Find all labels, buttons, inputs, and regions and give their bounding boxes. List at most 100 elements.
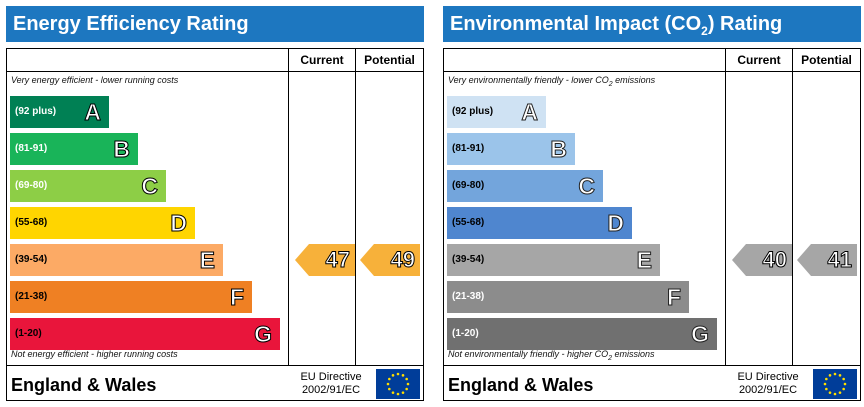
band-range-label: (21-38) (452, 291, 485, 302)
band-letter: B (113, 136, 131, 163)
star-icon (386, 382, 390, 386)
star-icon (828, 391, 832, 394)
current-rating-arrow: 47 (295, 244, 355, 276)
band-range-label: (1-20) (15, 328, 42, 339)
environmental-impact-panel: Environmental Impact (CO2) Rating Curren… (443, 6, 861, 401)
divider (792, 49, 793, 365)
star-icon (391, 374, 395, 377)
potential-rating-value: 41 (827, 247, 853, 273)
current-rating-arrow: 40 (732, 244, 792, 276)
band-range-label: (69-80) (15, 180, 48, 191)
star-icon (406, 382, 410, 386)
current-column-header: Current (300, 53, 344, 67)
rating-band-f: (21-38) F (10, 281, 252, 313)
star-icon (833, 372, 837, 376)
band-letter: G (254, 321, 273, 348)
rating-frame: Current Potential Very environmentally f… (443, 48, 861, 401)
panel-title: Energy Efficiency Rating (13, 13, 249, 35)
directive-number: 2002/91/EC (738, 384, 798, 396)
band-letter: B (550, 136, 568, 163)
band-letter: F (666, 284, 681, 311)
rating-band-g: (1-20) G (447, 318, 717, 350)
star-icon (838, 374, 842, 377)
title-bar: Energy Efficiency Rating (6, 6, 424, 42)
divider (355, 49, 356, 365)
divider (725, 49, 726, 365)
rating-band-a: (92 plus) A (447, 96, 546, 128)
star-icon (843, 382, 847, 386)
band-range-label: (69-80) (452, 180, 485, 191)
band-letter: G (691, 321, 710, 348)
star-icon (823, 382, 827, 386)
star-icon (401, 374, 405, 377)
band-letter: A (84, 99, 102, 126)
star-icon (838, 391, 842, 394)
divider (288, 49, 289, 365)
band-range-label: (81-91) (452, 143, 485, 154)
star-icon (825, 387, 828, 391)
current-column-header: Current (737, 53, 781, 67)
potential-rating-arrow: 41 (797, 244, 857, 276)
eu-flag-icon (813, 369, 857, 399)
band-range-label: (21-38) (15, 291, 48, 302)
title-bar: Environmental Impact (CO2) Rating (443, 6, 861, 42)
eu-directive-label: EU Directive 2002/91/EC (292, 371, 370, 397)
star-icon (388, 387, 391, 391)
friendly-note: Very environmentally friendly - lower CO… (448, 75, 656, 88)
potential-rating-value: 49 (390, 247, 416, 273)
potential-rating-arrow: 49 (360, 244, 420, 276)
rating-band-c: (69-80) C (10, 170, 166, 202)
rating-band-c: (69-80) C (447, 170, 603, 202)
star-icon (842, 387, 845, 391)
directive-line: EU Directive (300, 371, 362, 383)
star-icon (388, 377, 391, 381)
current-rating-value: 40 (762, 247, 788, 273)
band-letter: E (636, 247, 652, 274)
rating-band-b: (81-91) B (447, 133, 575, 165)
star-icon (391, 391, 395, 394)
band-range-label: (1-20) (452, 328, 479, 339)
divider (7, 365, 423, 366)
star-icon (825, 377, 828, 381)
rating-band-a: (92 plus) A (10, 96, 109, 128)
band-range-label: (55-68) (15, 217, 48, 228)
panel-title: Environmental Impact (CO2) Rating (450, 13, 783, 38)
star-icon (396, 392, 400, 396)
band-range-label: (92 plus) (15, 106, 57, 117)
efficient-note: Very energy efficient - lower running co… (11, 75, 179, 85)
eu-flag-icon (376, 369, 420, 399)
unfriendly-note: Not environmentally friendly - higher CO… (448, 349, 655, 362)
rating-band-e: (39-54) E (10, 244, 223, 276)
inefficient-note: Not energy efficient - higher running co… (11, 349, 178, 359)
band-letter: D (607, 210, 625, 237)
star-icon (833, 392, 837, 396)
rating-band-d: (55-68) D (10, 207, 195, 239)
star-icon (842, 377, 845, 381)
band-letter: F (229, 284, 244, 311)
region-label: England & Wales (11, 375, 157, 395)
rating-band-b: (81-91) B (10, 133, 138, 165)
rating-frame: Current Potential Very energy efficient … (6, 48, 424, 401)
band-letter: A (521, 99, 539, 126)
directive-number: 2002/91/EC (301, 384, 361, 396)
star-icon (405, 377, 408, 381)
directive-line: EU Directive (737, 371, 799, 383)
region-label: England & Wales (448, 375, 594, 395)
band-range-label: (81-91) (15, 143, 48, 154)
band-letter: D (170, 210, 188, 237)
rating-band-d: (55-68) D (447, 207, 632, 239)
current-rating-value: 47 (325, 247, 351, 273)
star-icon (396, 372, 400, 376)
band-letter: C (141, 173, 159, 200)
band-letter: E (199, 247, 215, 274)
divider (444, 71, 860, 72)
band-range-label: (39-54) (452, 254, 485, 265)
potential-column-header: Potential (801, 53, 852, 67)
rating-band-f: (21-38) F (447, 281, 689, 313)
eu-directive-label: EU Directive 2002/91/EC (729, 371, 807, 397)
divider (7, 71, 423, 72)
band-range-label: (55-68) (452, 217, 485, 228)
star-icon (405, 387, 408, 391)
rating-band-e: (39-54) E (447, 244, 660, 276)
potential-column-header: Potential (364, 53, 415, 67)
